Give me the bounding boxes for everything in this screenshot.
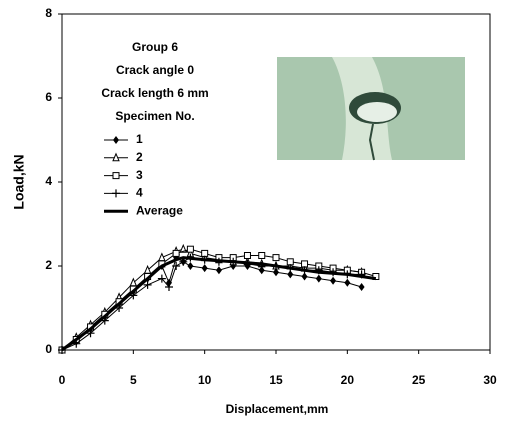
data-point <box>143 280 152 289</box>
data-point <box>273 268 279 277</box>
annotation: Crack length 6 mm <box>101 86 208 100</box>
legend-marker <box>112 152 120 162</box>
annotation: Group 6 <box>132 40 178 54</box>
data-point <box>187 262 194 270</box>
data-point <box>372 273 380 280</box>
x-tick-label: 15 <box>269 373 283 387</box>
data-point <box>201 264 208 273</box>
data-point <box>129 277 138 287</box>
data-point <box>172 262 181 270</box>
photo-hole-inner <box>357 102 397 122</box>
legend-label: Average <box>136 203 183 217</box>
series-line <box>61 256 377 352</box>
photo-crack <box>368 123 375 161</box>
data-point <box>165 283 173 291</box>
legend-marker <box>112 189 120 198</box>
data-point <box>301 260 309 268</box>
y-axis-label: Load,kN <box>11 154 27 209</box>
data-point <box>287 270 294 279</box>
data-point <box>358 283 365 291</box>
y-tick-label: 8 <box>45 6 52 20</box>
data-point <box>286 258 294 266</box>
x-tick-label: 30 <box>483 373 497 387</box>
legend-label: 1 <box>136 132 143 146</box>
x-axis-label: Displacement,mm <box>226 402 329 416</box>
x-tick-label: 20 <box>341 373 355 387</box>
data-point <box>157 274 166 283</box>
annotation: Crack angle 0 <box>116 63 194 77</box>
data-point <box>301 272 308 281</box>
data-point <box>330 276 337 285</box>
y-tick-label: 2 <box>45 258 52 272</box>
data-point <box>143 264 152 274</box>
data-point <box>344 278 351 287</box>
y-tick-label: 6 <box>45 90 52 104</box>
data-point <box>172 249 180 257</box>
legend-label: 4 <box>136 186 143 200</box>
legend-label: 3 <box>136 168 143 182</box>
x-tick-label: 0 <box>59 373 66 387</box>
data-point <box>258 266 265 275</box>
x-tick-label: 25 <box>412 373 426 387</box>
x-tick-label: 5 <box>130 373 137 387</box>
legend-marker <box>113 136 119 144</box>
legend-marker <box>112 172 120 180</box>
annotation: Specimen No. <box>115 109 194 123</box>
data-point <box>315 274 322 283</box>
legend-label: 2 <box>136 150 143 164</box>
data-point <box>201 249 209 257</box>
data-point <box>243 252 251 259</box>
data-point <box>258 252 266 259</box>
x-tick-label: 10 <box>198 373 212 387</box>
data-point <box>215 266 222 275</box>
y-tick-label: 4 <box>45 174 52 188</box>
data-point <box>272 254 280 262</box>
y-tick-label: 0 <box>45 342 52 356</box>
data-point <box>186 245 194 253</box>
